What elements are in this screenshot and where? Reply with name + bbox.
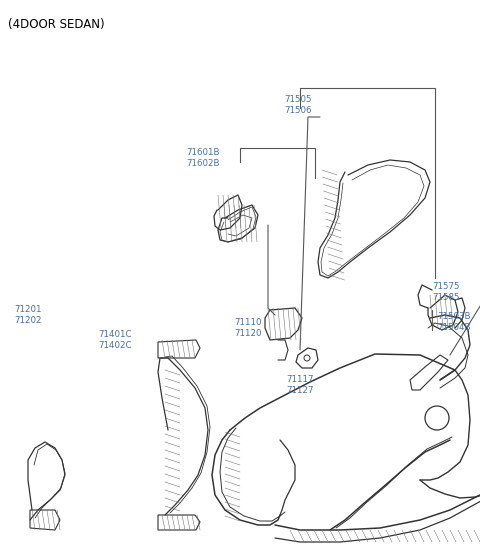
- Text: 71110
71120: 71110 71120: [234, 318, 262, 338]
- Text: 71401C
71402C: 71401C 71402C: [98, 330, 132, 350]
- Text: 71201
71202: 71201 71202: [14, 305, 41, 325]
- Text: (4DOOR SEDAN): (4DOOR SEDAN): [8, 18, 105, 31]
- Text: 71505
71506: 71505 71506: [284, 95, 312, 115]
- Text: 71575
71585: 71575 71585: [432, 282, 459, 302]
- Text: 71503B
71504B: 71503B 71504B: [437, 312, 470, 332]
- Text: 71601B
71602B: 71601B 71602B: [186, 148, 219, 168]
- Text: 71117
71127: 71117 71127: [286, 375, 314, 395]
